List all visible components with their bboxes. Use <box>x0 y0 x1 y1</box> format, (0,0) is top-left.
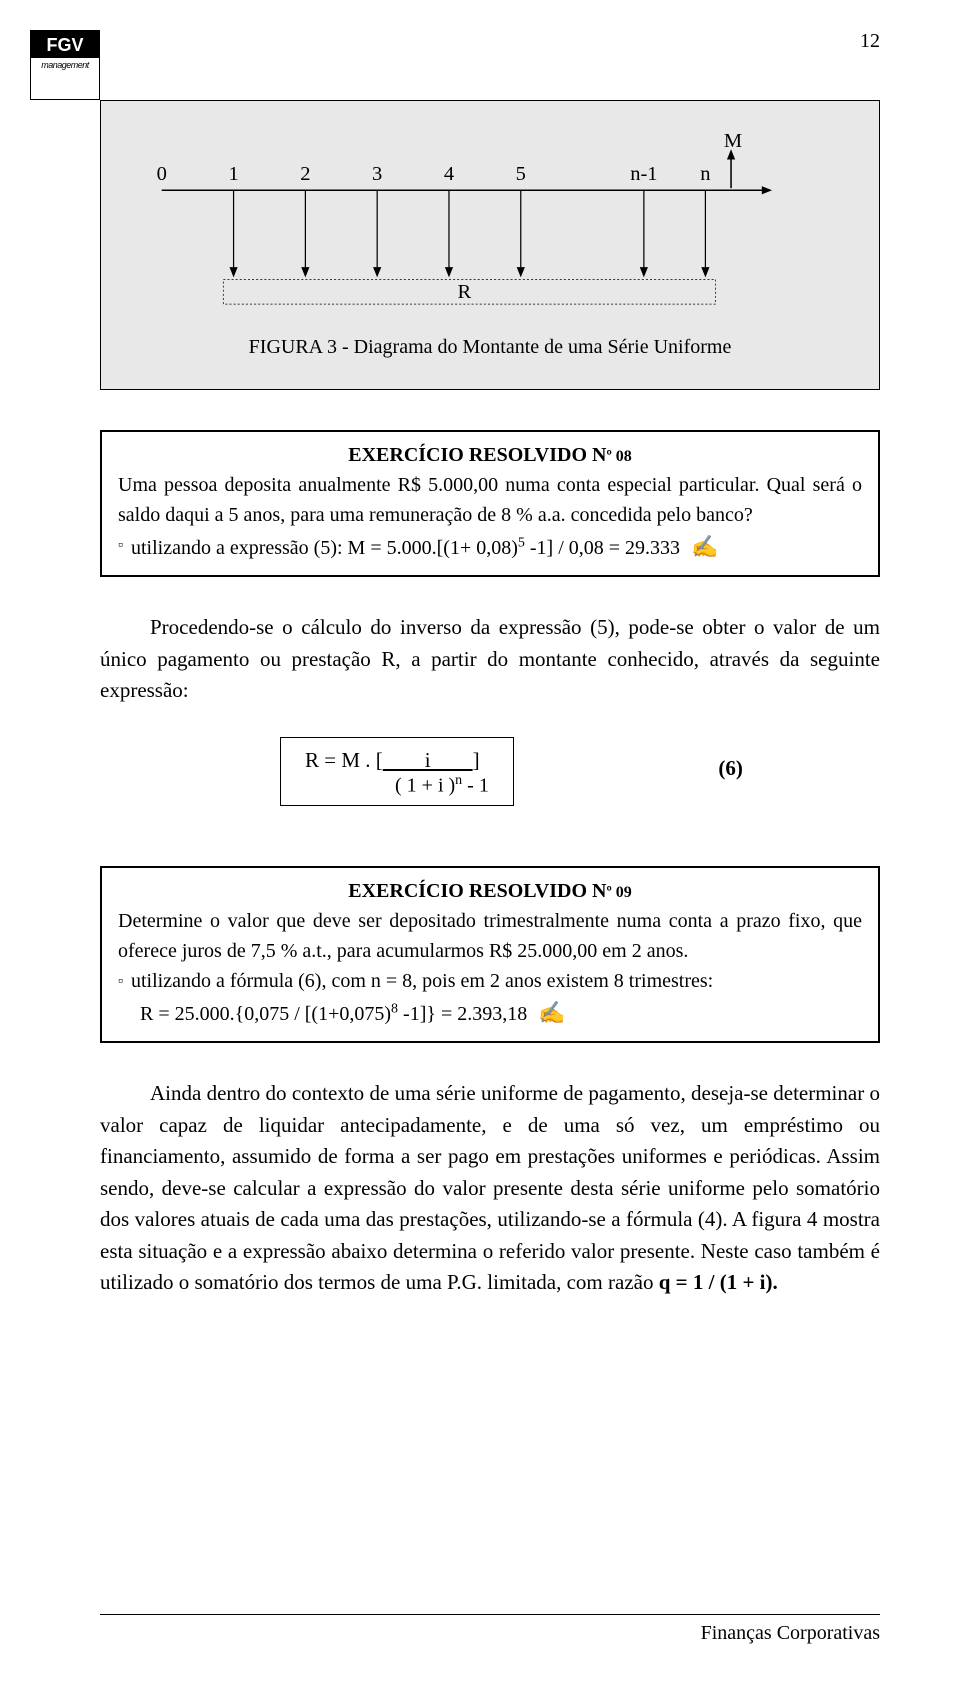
formula-6-number: (6) <box>718 756 743 781</box>
para2-text: Ainda dentro do contexto de uma série un… <box>100 1081 880 1294</box>
ex8-bullet-text: utilizando a expressão (5): M = 5.000.[(… <box>131 537 518 559</box>
para-inverse: Procedendo-se o cálculo do inverso da ex… <box>100 612 880 707</box>
ex9-bullet1-text: utilizando a fórmula (6), com n = 8, poi… <box>131 966 713 996</box>
hand-icon: ✍ <box>691 534 718 559</box>
diagram-container: M 0 1 2 3 4 5 n-1 n <box>100 100 880 390</box>
svg-text:0: 0 <box>157 163 167 185</box>
ex8-title-prefix: EXERCÍCIO RESOLVIDO N <box>348 444 606 466</box>
f6-lhs: R = M . [ <box>305 748 383 772</box>
formula-6: R = M . [ i ] ( 1 + i )n - 1 (6) <box>280 737 514 807</box>
svg-text:n: n <box>700 163 710 185</box>
ex8-body: Uma pessoa deposita anualmente R$ 5.000,… <box>118 470 862 530</box>
fgv-logo: FGV management <box>30 30 100 100</box>
svg-text:3: 3 <box>372 163 382 185</box>
diagram-r-label: R <box>458 281 472 303</box>
ex9-bullet1: ▫ utilizando a fórmula (6), com n = 8, p… <box>118 966 862 996</box>
logo-text-top: FGV <box>31 31 99 58</box>
exercise-08: EXERCÍCIO RESOLVIDO Nº 08 Uma pessoa dep… <box>100 430 880 577</box>
ex9-body: Determine o valor que deve ser depositad… <box>118 906 862 966</box>
footer-text: Finanças Corporativas <box>701 1622 880 1645</box>
ex9-bullet2: R = 25.000.{0,075 / [(1+0,075)8 -1]} = 2… <box>118 996 862 1029</box>
svg-text:n-1: n-1 <box>630 163 657 185</box>
exercise-09-title: EXERCÍCIO RESOLVIDO Nº 09 <box>118 876 862 906</box>
f6-denom-pre: ( 1 + i ) <box>395 774 455 796</box>
f6-denom-post: - 1 <box>462 774 489 796</box>
exercise-09: EXERCÍCIO RESOLVIDO Nº 09 Determine o va… <box>100 866 880 1043</box>
timeline-ticks: 0 1 2 3 4 5 n-1 n <box>157 163 711 277</box>
series-diagram: M 0 1 2 3 4 5 n-1 n <box>131 121 849 321</box>
para2-bold: q = 1 / (1 + i). <box>659 1270 778 1294</box>
svg-text:2: 2 <box>300 163 310 185</box>
svg-text:5: 5 <box>516 163 526 185</box>
diagram-caption: FIGURA 3 - Diagrama do Montante de uma S… <box>131 336 849 359</box>
ex8-sup: 5 <box>518 535 525 550</box>
page-number: 12 <box>860 30 880 53</box>
f6-top: i <box>383 748 473 772</box>
ex9-b2-sup: 8 <box>391 1002 398 1017</box>
logo-text-bottom: management <box>31 58 99 70</box>
hand-icon: ✍ <box>538 1000 565 1025</box>
exercise-08-title: EXERCÍCIO RESOLVIDO Nº 08 <box>118 440 862 470</box>
para1-text: Procedendo-se o cálculo do inverso da ex… <box>100 615 880 702</box>
ex9-title-no: º 09 <box>606 884 631 901</box>
diagram-m-label: M <box>724 130 742 152</box>
ex9-title-prefix: EXERCÍCIO RESOLVIDO N <box>348 880 606 902</box>
square-bullet-icon: ▫ <box>118 971 123 992</box>
ex9-b2-pre: R = 25.000.{0,075 / [(1+0,075) <box>140 1003 391 1025</box>
ex8-tail: -1] / 0,08 = 29.333 <box>525 537 680 559</box>
footer-rule <box>100 1614 880 1615</box>
ex8-bullet: ▫ utilizando a expressão (5): M = 5.000.… <box>118 530 862 563</box>
ex9-b2-post: -1]} = 2.393,18 <box>398 1003 527 1025</box>
svg-text:4: 4 <box>444 163 454 185</box>
square-bullet-icon: ▫ <box>118 535 123 556</box>
ex8-title-no: º 08 <box>606 448 631 465</box>
f6-rhs: ] <box>473 748 480 772</box>
svg-text:1: 1 <box>228 163 238 185</box>
para-present-value: Ainda dentro do contexto de uma série un… <box>100 1078 880 1299</box>
